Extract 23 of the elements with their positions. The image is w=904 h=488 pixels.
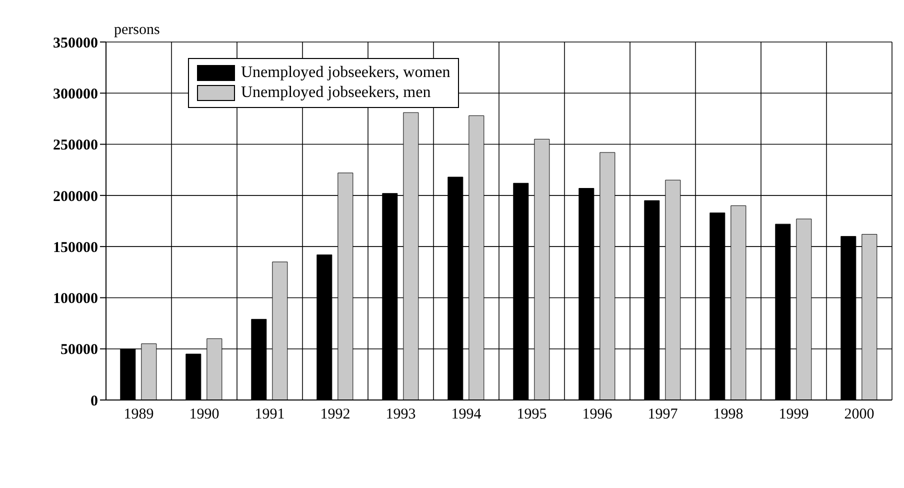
y-tick-label: 50000 <box>60 342 98 358</box>
x-tick-label: 1997 <box>648 406 678 423</box>
x-tick-label: 1992 <box>320 406 350 423</box>
y-tick-label: 200000 <box>53 188 98 205</box>
x-tick-label: 1993 <box>386 406 416 423</box>
x-tick-label: 1995 <box>516 406 547 423</box>
y-axis-title: persons <box>114 22 160 39</box>
legend-label: Unemployed jobseekers, women <box>241 63 450 83</box>
x-tick-label: 2000 <box>844 406 874 423</box>
y-tick-label: 350000 <box>53 35 98 52</box>
y-tick-label: 250000 <box>53 138 98 154</box>
y-tick-label: 100000 <box>53 291 98 308</box>
x-tick-label: 1990 <box>189 406 220 423</box>
x-tick-label: 1991 <box>254 406 285 423</box>
x-tick-label: 1994 <box>451 406 482 423</box>
y-tick-label: 300000 <box>53 86 98 102</box>
legend-label: Unemployed jobseekers, men <box>241 83 431 103</box>
x-tick-label: 1998 <box>713 406 744 423</box>
x-tick-label: 1996 <box>582 406 613 423</box>
x-tick-label: 1989 <box>124 406 154 423</box>
x-tick-label: 1999 <box>778 406 809 423</box>
y-tick-label: 0 <box>90 393 98 410</box>
y-tick-label: 150000 <box>53 240 98 256</box>
